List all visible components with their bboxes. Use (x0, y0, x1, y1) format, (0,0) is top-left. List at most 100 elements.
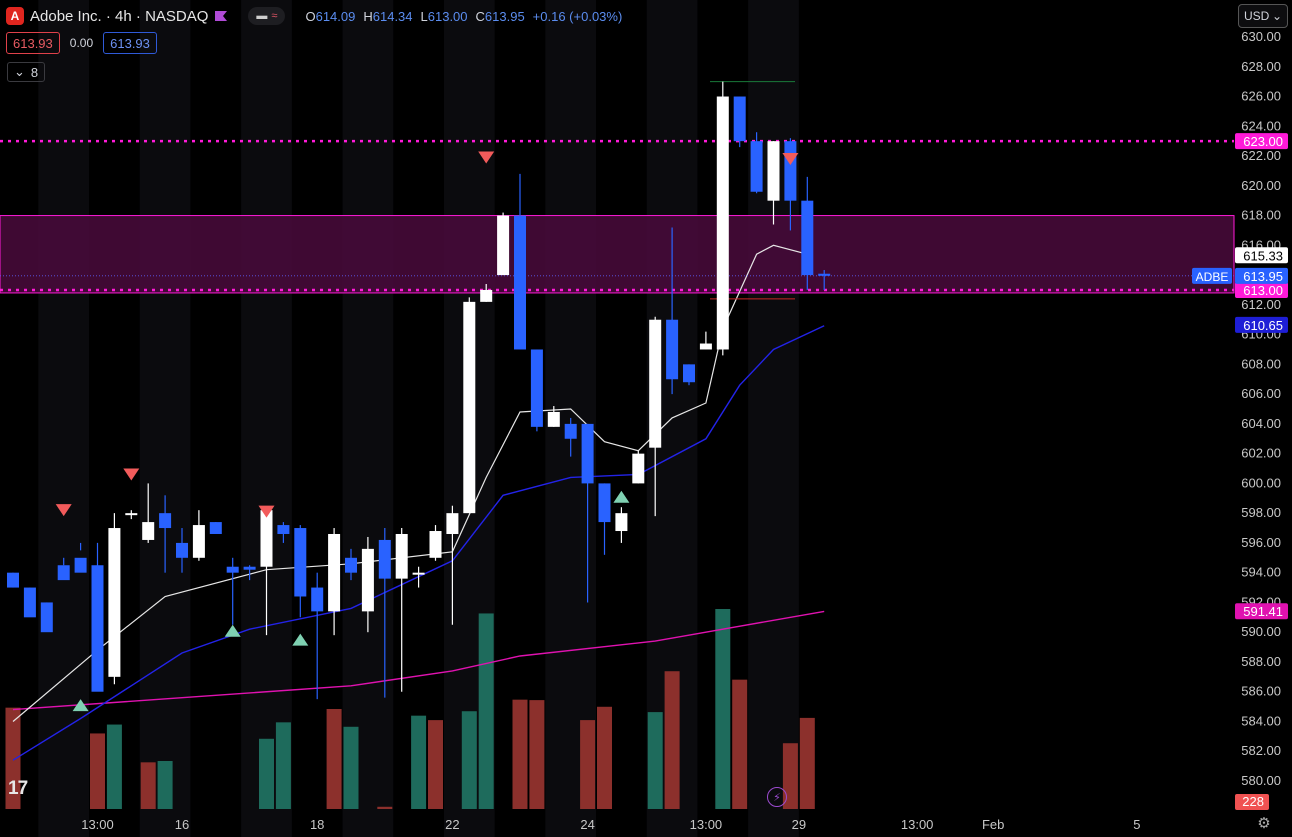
session-bands (38, 0, 799, 837)
approx-icon[interactable]: ≈ (271, 10, 278, 22)
time-tick-label: 18 (310, 817, 324, 832)
price-tick-label: 596.00 (1241, 535, 1281, 550)
candle-body (243, 566, 256, 570)
volume-bar (90, 733, 105, 809)
spread-value: 0.00 (69, 36, 94, 50)
volume-bar (377, 806, 393, 809)
session-band (139, 0, 191, 837)
volume-bar (580, 720, 596, 809)
symbol-header: A Adobe Inc. · 4h · NASDAQ ▬ ≈ O614.09 H… (6, 4, 622, 28)
ma-price-tag: 615.33 (1243, 248, 1283, 263)
ohlc-low: 613.00 (427, 8, 468, 24)
candle-body (7, 572, 19, 588)
time-tick-label: 16 (175, 817, 189, 832)
candle-body (40, 602, 53, 633)
buy-button[interactable]: 613.93 (103, 32, 157, 54)
volume-bar (343, 726, 359, 809)
candle-body (683, 364, 695, 383)
pane-toggle[interactable]: ▬ ≈ (248, 7, 286, 25)
price-tick-label: 628.00 (1241, 59, 1281, 74)
price-tick-label: 582.00 (1241, 743, 1281, 758)
volume-bar (428, 720, 443, 809)
time-tick-label: 13:00 (901, 817, 934, 832)
session-band (38, 0, 90, 837)
flag-icon[interactable] (214, 10, 228, 22)
candle-body (429, 531, 442, 558)
volume-bars (5, 609, 815, 809)
tradingview-logo-icon[interactable]: 17 (8, 778, 28, 799)
price-tick-label: 618.00 (1241, 208, 1281, 223)
candle-body (142, 522, 155, 540)
session-band (241, 0, 292, 837)
adobe-logo-icon: A (6, 7, 24, 25)
candle-body (328, 533, 341, 612)
time-tick-label: Feb (982, 817, 1004, 832)
candles (7, 81, 831, 700)
volume-bar (326, 709, 342, 809)
price-tick-label: 604.00 (1241, 416, 1281, 431)
ohlc-close: 613.95 (484, 8, 525, 24)
volume-bar (732, 679, 748, 809)
symbol-title[interactable]: Adobe Inc. · 4h · NASDAQ (30, 7, 209, 25)
minus-icon[interactable]: ▬ (256, 10, 268, 22)
sell-button[interactable]: 613.93 (6, 32, 60, 54)
gear-icon[interactable]: ⚙ (1257, 815, 1271, 832)
supply-zone-rect (0, 215, 1235, 294)
flash-icon[interactable]: ⚡ (767, 787, 787, 807)
candle-body (733, 96, 746, 142)
candle-body (497, 215, 510, 276)
chevron-down-icon: ⌄ (1271, 9, 1282, 23)
supply-zone (0, 215, 1235, 294)
price-tick-label: 626.00 (1241, 89, 1281, 104)
trade-panel: 613.93 0.00 613.93 (6, 32, 157, 54)
time-tick-label: 24 (580, 817, 594, 832)
price-tick-label: 624.00 (1241, 118, 1281, 133)
moving-averages (12, 244, 825, 761)
volume-bar (259, 738, 274, 809)
ma-price-tag: 610.65 (1243, 318, 1283, 333)
candle-body (311, 587, 324, 612)
ema-slow-line (12, 610, 825, 711)
candle-body (395, 533, 408, 579)
currency-select[interactable]: USD ⌄ (1238, 4, 1288, 28)
volume-tag: 228 (1242, 794, 1264, 809)
candle-body (412, 572, 425, 575)
candle-body (209, 522, 222, 534)
indicator-count: 8 (30, 64, 39, 80)
volume-bar (478, 613, 494, 809)
ohlc-change: +0.16 (+0.03%) (532, 8, 623, 24)
price-tick-label: 580.00 (1241, 773, 1281, 788)
currency-label: USD (1244, 9, 1270, 23)
volume-bar (715, 609, 731, 809)
indicators-toggle[interactable]: ⌄ 8 (7, 62, 46, 82)
price-tick-label: 608.00 (1241, 356, 1281, 371)
time-axis: 13:00 16 18 22 24 13:00 29 13:00 Feb 5 (81, 817, 1140, 832)
price-tick-label: 630.00 (1241, 29, 1281, 44)
candle-body (159, 513, 172, 529)
buy-signal-marker (613, 490, 630, 503)
price-tick-label: 584.00 (1241, 713, 1281, 728)
ohlc-open: 614.09 (315, 8, 356, 24)
buy-signal-marker (72, 699, 89, 712)
candle-body (615, 513, 628, 532)
ma-price-tag-bg (1235, 267, 1288, 284)
price-tick-label: 588.00 (1241, 654, 1281, 669)
price-tick-label: 590.00 (1241, 624, 1281, 639)
buy-signal-marker (292, 633, 309, 646)
sell-signal-marker (478, 151, 495, 164)
candle-body (108, 528, 121, 677)
candle-body (784, 141, 797, 201)
volume-tag-bg (1235, 794, 1269, 810)
candle-body (547, 411, 560, 427)
ma-price-tag-bg (1235, 603, 1288, 620)
ma-price-tag-bg (1235, 247, 1288, 264)
candle-body (226, 566, 239, 573)
volume-bar (799, 717, 815, 809)
candle-body (801, 200, 814, 276)
volume-bar (782, 743, 798, 809)
candle-body (716, 96, 729, 350)
price-tick-label: 598.00 (1241, 505, 1281, 520)
candle-body (581, 423, 594, 484)
volume-bar (157, 761, 173, 809)
